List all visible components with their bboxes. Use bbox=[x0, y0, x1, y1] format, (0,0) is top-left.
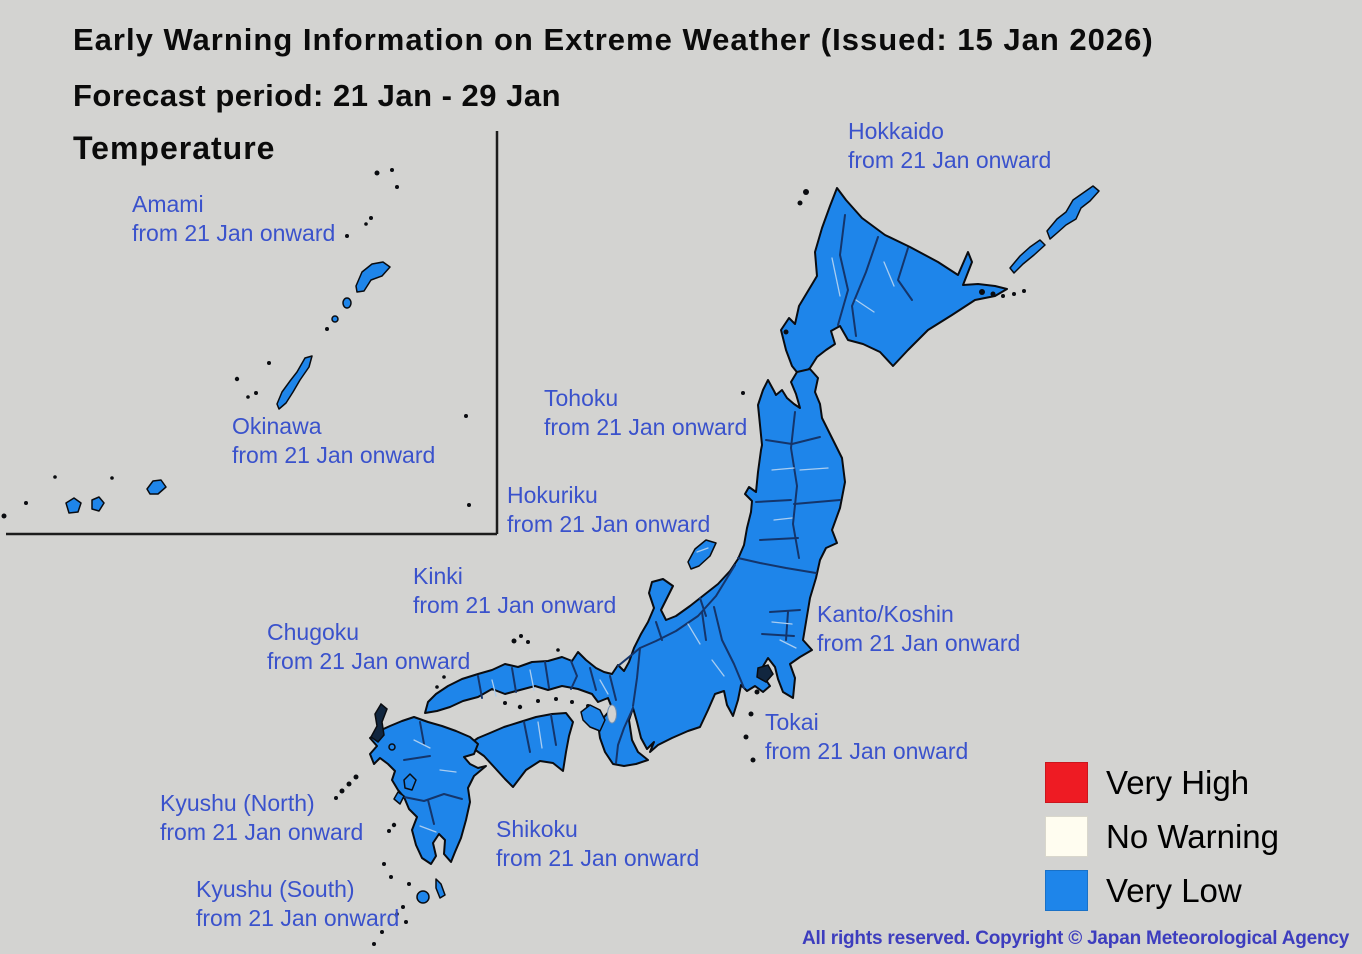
region-name: Kanto/Koshin bbox=[817, 601, 954, 627]
region-period: from 21 Jan onward bbox=[848, 147, 1052, 173]
legend-label: Very High bbox=[1106, 763, 1250, 801]
map-honshu bbox=[424, 368, 846, 767]
region-label-amami: Amami from 21 Jan onward bbox=[132, 190, 335, 248]
yakushima-island bbox=[416, 890, 430, 904]
region-name: Hokkaido bbox=[848, 118, 944, 144]
region-period: from 21 Jan onward bbox=[196, 905, 400, 931]
legend-row-very-high: Very High bbox=[1045, 762, 1279, 803]
region-period: from 21 Jan onward bbox=[507, 511, 711, 537]
region-name: Shikoku bbox=[496, 816, 578, 842]
region-label-hokuriku: Hokuriku from 21 Jan onward bbox=[507, 481, 710, 539]
category-label: Temperature bbox=[73, 130, 276, 166]
warning-level-legend: Very High No Warning Very Low bbox=[1045, 762, 1279, 911]
awaji-island bbox=[580, 704, 606, 732]
region-name: Okinawa bbox=[232, 413, 322, 439]
region-label-kinki: Kinki from 21 Jan onward bbox=[413, 562, 616, 620]
region-label-kyushu-south: Kyushu (South) from 21 Jan onward bbox=[196, 875, 399, 933]
region-name: Amami bbox=[132, 191, 204, 217]
region-name: Tokai bbox=[765, 709, 819, 735]
region-name: Tohoku bbox=[544, 385, 619, 411]
legend-swatch-no-warning bbox=[1045, 816, 1088, 857]
region-label-shikoku: Shikoku from 21 Jan onward bbox=[496, 815, 699, 873]
legend-row-no-warning: No Warning bbox=[1045, 816, 1279, 857]
region-name: Kinki bbox=[413, 563, 463, 589]
region-period: from 21 Jan onward bbox=[232, 442, 436, 468]
region-period: from 21 Jan onward bbox=[413, 592, 617, 618]
forecast-period: Forecast period: 21 Jan - 29 Jan bbox=[73, 78, 562, 113]
map-shikoku bbox=[467, 712, 574, 788]
iki-island bbox=[388, 743, 396, 751]
region-name: Hokuriku bbox=[507, 482, 598, 508]
region-period: from 21 Jan onward bbox=[496, 845, 700, 871]
legend-label: No Warning bbox=[1106, 817, 1280, 855]
inset-sakishima-islands bbox=[1, 414, 471, 519]
region-period: from 21 Jan onward bbox=[544, 414, 748, 440]
region-label-kanto-koshin: Kanto/Koshin from 21 Jan onward bbox=[817, 600, 1020, 658]
legend-label: Very Low bbox=[1106, 871, 1242, 909]
region-label-tokai: Tokai from 21 Jan onward bbox=[765, 708, 968, 766]
page-title: Early Warning Information on Extreme Wea… bbox=[73, 22, 1154, 57]
small-islands bbox=[334, 391, 774, 946]
sado-island bbox=[687, 539, 717, 570]
region-period: from 21 Jan onward bbox=[765, 738, 969, 764]
legend-row-very-low: Very Low bbox=[1045, 870, 1279, 911]
legend-swatch-very-high bbox=[1045, 762, 1088, 803]
region-label-kyushu-north: Kyushu (North) from 21 Jan onward bbox=[160, 789, 363, 847]
region-label-okinawa: Okinawa from 21 Jan onward bbox=[232, 412, 435, 470]
region-period: from 21 Jan onward bbox=[160, 819, 364, 845]
region-period: from 21 Jan onward bbox=[132, 220, 336, 246]
inset-okinawa-islands bbox=[234, 355, 313, 410]
copyright-notice: All rights reserved. Copyright © Japan M… bbox=[802, 928, 1350, 949]
tsushima-island bbox=[370, 702, 388, 744]
map-hokkaido bbox=[780, 187, 1008, 377]
tanegashima-island bbox=[435, 878, 446, 899]
region-label-hokkaido: Hokkaido from 21 Jan onward bbox=[848, 117, 1051, 175]
izu-oshima-island bbox=[756, 664, 774, 683]
inset-frame bbox=[6, 131, 499, 536]
inset-amami-islands bbox=[325, 168, 399, 331]
legend-swatch-very-low bbox=[1045, 870, 1088, 911]
region-name: Kyushu (South) bbox=[196, 876, 355, 902]
map-northern-islands bbox=[979, 185, 1100, 298]
region-name: Kyushu (North) bbox=[160, 790, 315, 816]
map-kyushu bbox=[369, 716, 487, 865]
region-label-tohoku: Tohoku from 21 Jan onward bbox=[544, 384, 747, 442]
region-label-chugoku: Chugoku from 21 Jan onward bbox=[267, 618, 470, 676]
region-period: from 21 Jan onward bbox=[817, 630, 1021, 656]
region-period: from 21 Jan onward bbox=[267, 648, 471, 674]
region-name: Chugoku bbox=[267, 619, 360, 645]
lake-biwa bbox=[607, 704, 617, 724]
